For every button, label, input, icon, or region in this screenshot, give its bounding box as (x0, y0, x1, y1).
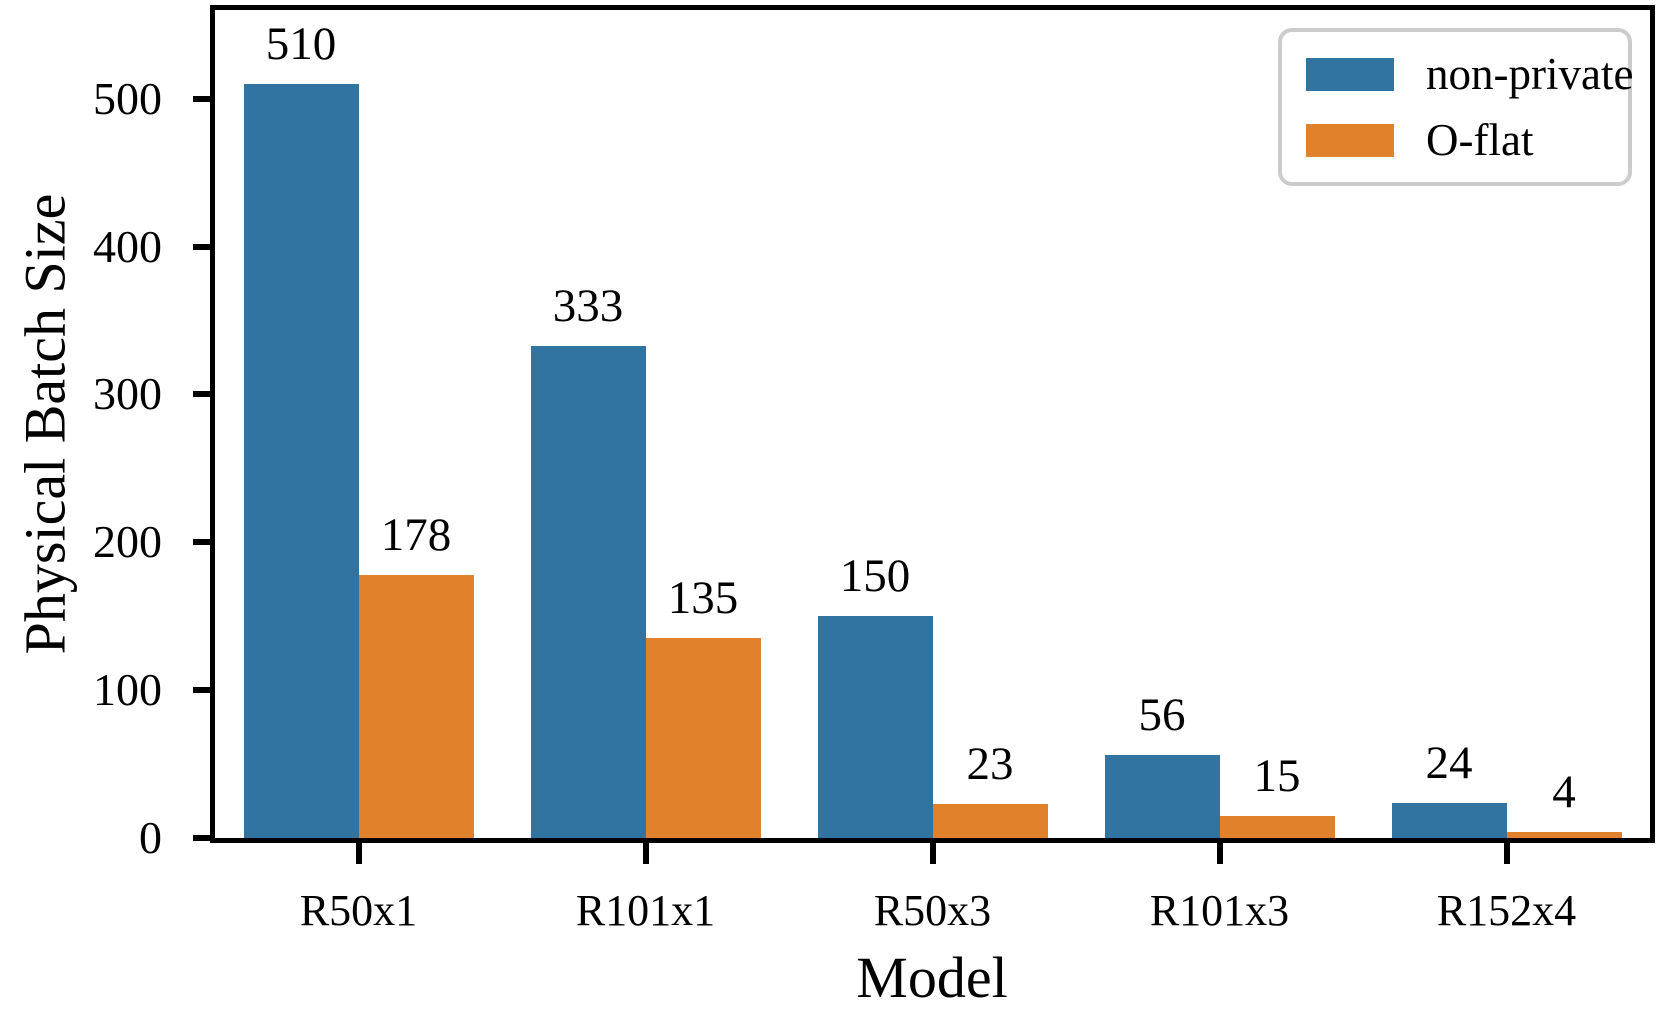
y-tick-label: 0 (139, 812, 162, 863)
bar-non-private (1104, 755, 1220, 838)
x-tick-mark (355, 840, 362, 864)
legend: non-private O-flat (1278, 28, 1633, 186)
bar-value-label: 23 (966, 738, 1014, 790)
x-tick-label: R101x3 (1149, 886, 1290, 935)
legend-row: O-flat (1306, 114, 1604, 166)
x-tick-mark (642, 840, 649, 864)
bar-non-private (817, 616, 933, 838)
legend-swatch-non-private (1306, 57, 1394, 91)
legend-swatch-O-flat (1306, 123, 1394, 157)
bar-value-label: 24 (1425, 737, 1473, 789)
bar-O-flat (645, 638, 761, 838)
x-tick-mark (929, 840, 936, 864)
bar-value-label: 510 (265, 18, 337, 70)
bar-non-private (1391, 803, 1507, 838)
bar-value-label: 333 (552, 280, 624, 332)
bar-O-flat (1506, 832, 1622, 838)
bar-value-label: 150 (839, 550, 911, 602)
y-tick-mark (193, 95, 215, 102)
y-tick-label: 400 (93, 220, 162, 272)
x-tick-label: R101x1 (575, 886, 716, 935)
bar-value-label: 56 (1138, 689, 1186, 741)
x-tick-label: R152x4 (1436, 886, 1577, 935)
y-tick-mark (193, 687, 215, 694)
bar-O-flat (932, 804, 1048, 838)
bar-O-flat (1219, 816, 1335, 838)
legend-label: O-flat (1426, 115, 1534, 165)
y-tick-label: 200 (93, 516, 162, 568)
bar-non-private (243, 84, 359, 838)
y-tick-mark (193, 539, 215, 546)
y-tick-mark (193, 391, 215, 398)
x-tick-mark (1503, 840, 1510, 864)
legend-rows: non-private O-flat (1306, 48, 1633, 166)
y-tick-mark (193, 243, 215, 250)
bar-value-label: 4 (1552, 766, 1576, 818)
bar-value-label: 15 (1253, 750, 1301, 802)
bar-non-private (530, 346, 646, 838)
x-tick-label: R50x3 (873, 886, 992, 935)
y-tick-label: 500 (93, 72, 162, 124)
legend-label: non-private (1426, 49, 1634, 99)
legend-row: non-private (1306, 48, 1633, 100)
x-tick-mark (1216, 840, 1223, 864)
y-tick-label: 100 (93, 664, 162, 716)
bar-O-flat (358, 575, 474, 838)
x-axis-title: Model (856, 945, 1008, 1010)
y-tick-label: 300 (93, 368, 162, 420)
bar-value-label: 178 (380, 509, 452, 561)
x-tick-label: R50x1 (299, 886, 418, 935)
bar-value-label: 135 (667, 572, 739, 624)
y-tick-mark (193, 835, 215, 841)
